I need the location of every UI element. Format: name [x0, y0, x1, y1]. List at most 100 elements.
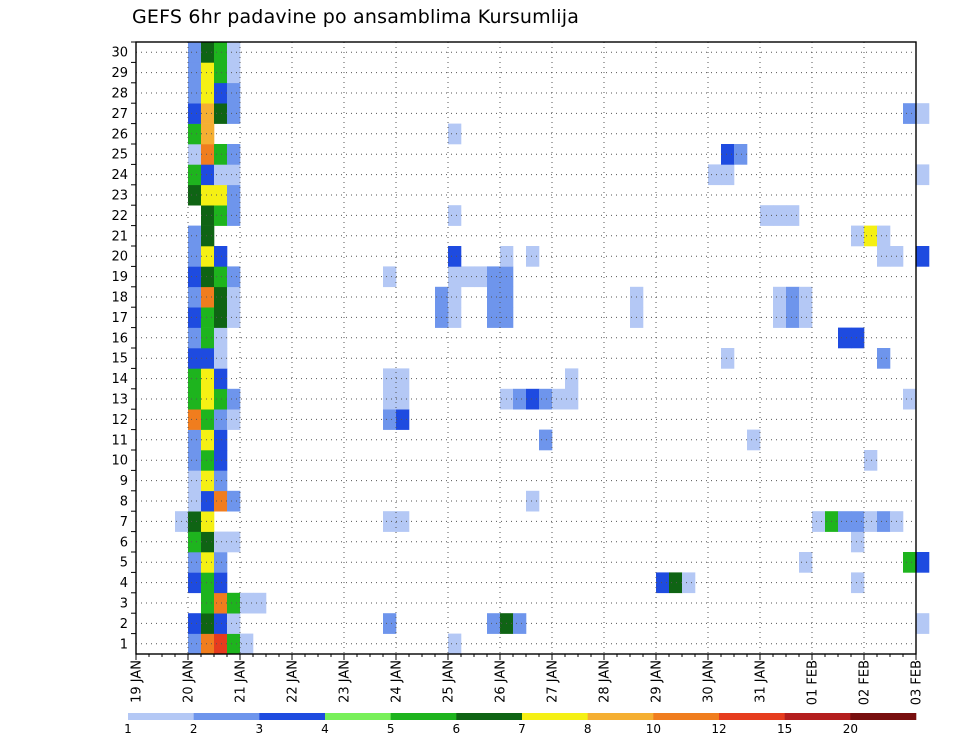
heatmap-cell [188, 348, 202, 369]
y-axis: 1234567891011121314151617181920212223242… [111, 41, 136, 652]
heatmap-cell [201, 450, 215, 471]
heatmap-cell [487, 613, 501, 634]
heatmap-cell [877, 348, 891, 369]
heatmap-cell [201, 225, 215, 247]
x-tick-label: 25 JAN [442, 660, 457, 703]
heatmap-cell [188, 123, 202, 145]
heatmap-cell [214, 450, 228, 471]
heatmap-cell [214, 42, 228, 63]
y-tick-label: 26 [111, 127, 128, 142]
heatmap-cell [227, 266, 241, 288]
y-tick-label: 29 [111, 66, 128, 81]
y-tick-label: 5 [120, 556, 128, 571]
heatmap-cell [188, 552, 202, 573]
heatmap-cell [916, 164, 930, 186]
heatmap-cell [201, 103, 215, 124]
heatmap-cell [227, 409, 241, 430]
heatmap-cell [474, 266, 488, 288]
heatmap-cell [214, 470, 228, 492]
grid-layer [136, 42, 916, 654]
heatmap-cell [513, 388, 527, 410]
heatmap-cell [201, 62, 215, 84]
heatmap-cell [201, 123, 215, 145]
legend-label: 7 [518, 722, 526, 736]
heatmap-cell [383, 266, 397, 288]
legend-label: 6 [453, 722, 461, 736]
heatmap-cell [227, 307, 241, 328]
heatmap-cell [201, 388, 215, 410]
heatmap-cell [201, 82, 215, 104]
heatmap-cell [214, 184, 228, 206]
heatmap-cell [396, 409, 410, 430]
heatmap-cell [227, 490, 241, 512]
x-tick-label: 24 JAN [390, 660, 405, 703]
heatmap-cell [227, 82, 241, 104]
x-axis: 19 JAN 20 JAN 21 JAN 22 JAN 23 JAN 24 JAN 25 J… [130, 654, 925, 705]
heatmap-cell [201, 552, 215, 573]
heatmap-cell [383, 613, 397, 634]
heatmap-cell [201, 531, 215, 553]
heatmap-cell [786, 286, 800, 308]
heatmap-cell [539, 388, 553, 410]
y-tick-label: 21 [111, 229, 128, 244]
legend-label: 10 [646, 722, 661, 736]
x-tick-label: 21 JAN [234, 660, 249, 703]
heatmap-cell [188, 82, 202, 104]
legend-swatch [259, 713, 326, 720]
y-tick-label: 15 [111, 352, 128, 367]
y-tick-label: 8 [120, 495, 128, 510]
legend-swatch [522, 713, 588, 720]
heatmap-cell [487, 286, 501, 308]
legend-swatch [193, 713, 260, 720]
y-tick-label: 7 [120, 515, 128, 530]
heatmap-cell [799, 307, 813, 328]
color-legend: 1 2 3 4 5 6 7 8 10 12 15 20 [124, 713, 917, 736]
heatmap-cell [721, 348, 735, 369]
heatmap-cell [539, 429, 553, 451]
heatmap-cell [448, 266, 462, 288]
heatmap-cell [786, 307, 800, 328]
heatmap-cell [526, 246, 540, 267]
x-tick-label: 27 JAN [546, 660, 561, 703]
heatmap-cell [851, 511, 865, 532]
y-tick-label: 16 [111, 331, 128, 346]
y-tick-label: 6 [120, 535, 128, 550]
heatmap-cell [877, 225, 891, 247]
heatmap-cell [669, 572, 683, 594]
heatmap-cell [383, 388, 397, 410]
heatmap-cell [448, 205, 462, 226]
legend-label: 2 [190, 722, 198, 736]
heatmap-cell [799, 552, 813, 573]
y-tick-label: 13 [111, 393, 128, 408]
heatmap-cell [188, 531, 202, 553]
y-tick-label: 3 [120, 597, 128, 612]
heatmap-cell [188, 42, 202, 63]
heatmap-cell [188, 409, 202, 430]
heatmap-cell [227, 103, 241, 124]
legend-label: 1 [124, 722, 132, 736]
y-tick-label: 20 [111, 250, 128, 265]
y-tick-label: 12 [111, 413, 128, 428]
heatmap-cell [188, 450, 202, 471]
y-tick-label: 18 [111, 291, 128, 306]
y-tick-label: 4 [120, 576, 128, 591]
heatmap-cell [383, 368, 397, 390]
heatmap-cell [227, 388, 241, 410]
heatmap-cell [773, 205, 787, 226]
legend-swatch [719, 713, 785, 720]
heatmap-cell [448, 307, 462, 328]
legend-swatch [128, 713, 194, 720]
y-tick-label: 30 [111, 46, 128, 61]
heatmap-cell [227, 62, 241, 84]
heatmap-cell [201, 470, 215, 492]
x-tick-label: 19 JAN [130, 660, 145, 703]
heatmap-cell [721, 164, 735, 186]
heatmap-cell [188, 225, 202, 247]
heatmap-cell [773, 286, 787, 308]
legend-swatch [456, 713, 523, 720]
heatmap-cell [214, 144, 228, 165]
heatmap-cell [227, 633, 241, 655]
legend-label: 12 [711, 722, 726, 736]
heatmap-cell [188, 327, 202, 349]
